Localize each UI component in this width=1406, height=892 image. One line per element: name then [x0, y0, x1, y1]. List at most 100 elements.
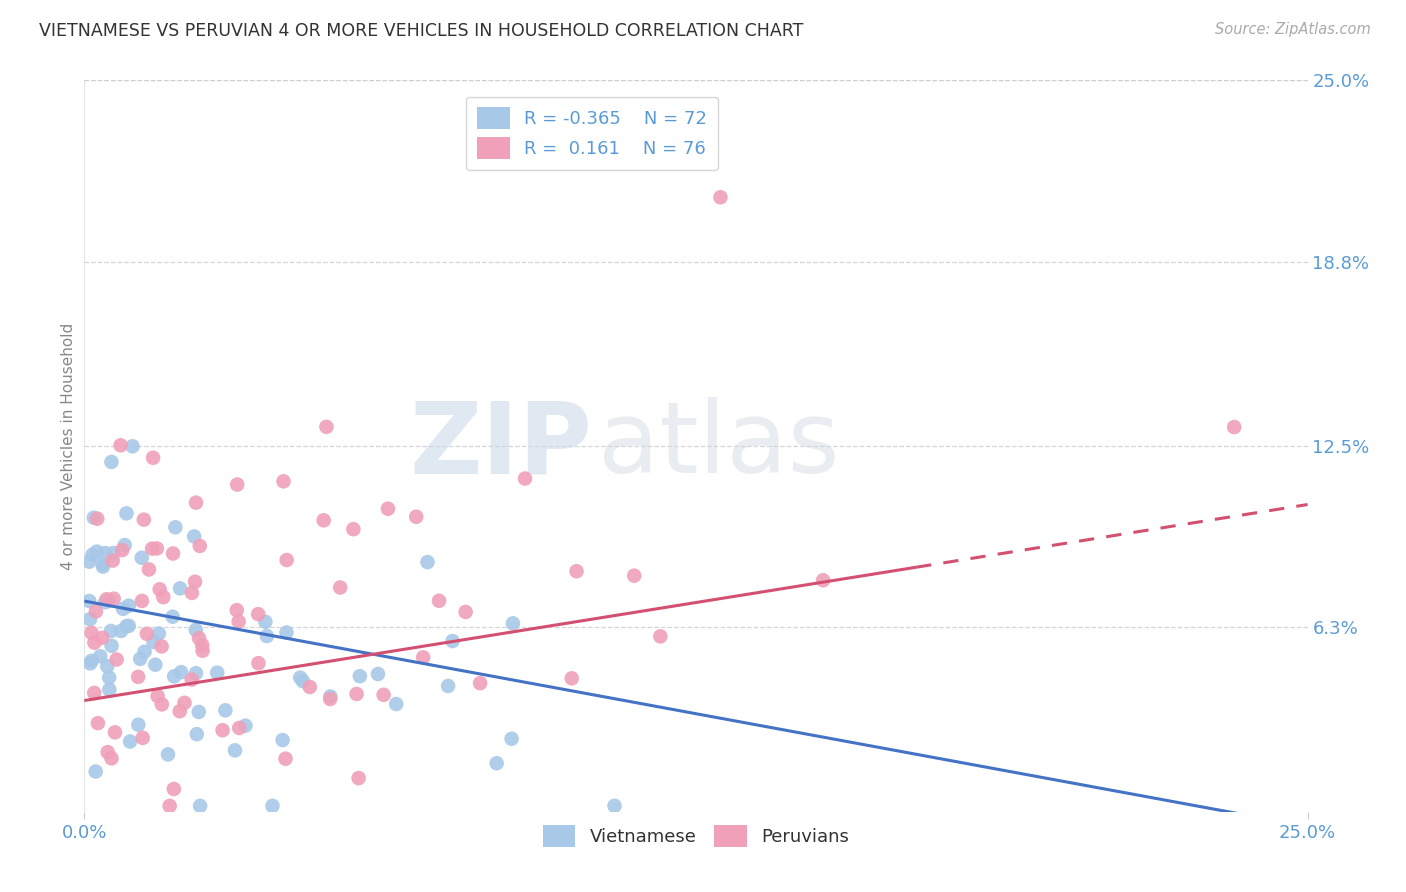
Point — [100, 751, 122, 765]
Point — [131, 594, 153, 608]
Point — [513, 472, 536, 486]
Point — [565, 564, 588, 578]
Point — [561, 671, 583, 685]
Point — [226, 477, 249, 491]
Text: ZIP: ZIP — [409, 398, 592, 494]
Point — [468, 676, 491, 690]
Point — [146, 689, 169, 703]
Point — [114, 538, 136, 552]
Point — [650, 629, 672, 643]
Point — [103, 546, 125, 560]
Point — [91, 559, 114, 574]
Point — [148, 626, 170, 640]
Point — [129, 652, 152, 666]
Point — [485, 756, 508, 771]
Point — [180, 586, 202, 600]
Point — [315, 420, 337, 434]
Point — [191, 644, 214, 658]
Point — [188, 798, 211, 813]
Point — [100, 624, 122, 638]
Point — [385, 697, 408, 711]
Point — [169, 704, 191, 718]
Point — [143, 657, 166, 672]
Point — [188, 539, 211, 553]
Point — [138, 562, 160, 576]
Point — [101, 553, 124, 567]
Point — [184, 495, 207, 509]
Point — [80, 654, 103, 668]
Point — [131, 550, 153, 565]
Point — [346, 687, 368, 701]
Point — [121, 439, 143, 453]
Point — [319, 690, 342, 704]
Point — [188, 631, 211, 645]
Point — [132, 513, 155, 527]
Point — [291, 674, 314, 689]
Point — [290, 671, 312, 685]
Point — [501, 731, 523, 746]
Point — [142, 635, 165, 649]
Point — [127, 717, 149, 731]
Point — [83, 635, 105, 649]
Point — [115, 619, 138, 633]
Point — [165, 520, 187, 534]
Point — [1223, 420, 1246, 434]
Point — [454, 605, 477, 619]
Point — [256, 629, 278, 643]
Point — [86, 544, 108, 558]
Point — [118, 734, 141, 748]
Point — [100, 639, 122, 653]
Point — [405, 509, 427, 524]
Point — [224, 743, 246, 757]
Point — [103, 591, 125, 606]
Point — [228, 721, 250, 735]
Point — [173, 696, 195, 710]
Point — [262, 798, 284, 813]
Point — [184, 574, 207, 589]
Point — [110, 438, 132, 452]
Point — [412, 650, 434, 665]
Point — [115, 507, 138, 521]
Point — [623, 568, 645, 582]
Point — [79, 612, 101, 626]
Point — [235, 719, 257, 733]
Point — [367, 667, 389, 681]
Point — [94, 546, 117, 560]
Point — [342, 522, 364, 536]
Point — [84, 764, 107, 779]
Point — [159, 798, 181, 813]
Point — [187, 705, 209, 719]
Point — [180, 673, 202, 687]
Point — [274, 752, 297, 766]
Point — [82, 548, 104, 562]
Point — [184, 666, 207, 681]
Point — [162, 547, 184, 561]
Point — [156, 747, 179, 762]
Point — [83, 510, 105, 524]
Point — [131, 731, 153, 745]
Point — [146, 541, 169, 556]
Point — [118, 619, 141, 633]
Point — [247, 607, 270, 621]
Point — [87, 716, 110, 731]
Point — [183, 529, 205, 543]
Point — [502, 616, 524, 631]
Point — [127, 670, 149, 684]
Point — [214, 703, 236, 717]
Point — [603, 798, 626, 813]
Point — [207, 665, 229, 680]
Point — [150, 698, 173, 712]
Point — [110, 624, 132, 638]
Point — [247, 657, 270, 671]
Point — [276, 553, 298, 567]
Point — [142, 450, 165, 465]
Point — [271, 733, 294, 747]
Point — [347, 771, 370, 785]
Text: atlas: atlas — [598, 398, 839, 494]
Point — [104, 725, 127, 739]
Point — [91, 558, 114, 572]
Point — [254, 615, 277, 629]
Legend: Vietnamese, Peruvians: Vietnamese, Peruvians — [536, 817, 856, 854]
Point — [184, 623, 207, 637]
Point — [111, 543, 134, 558]
